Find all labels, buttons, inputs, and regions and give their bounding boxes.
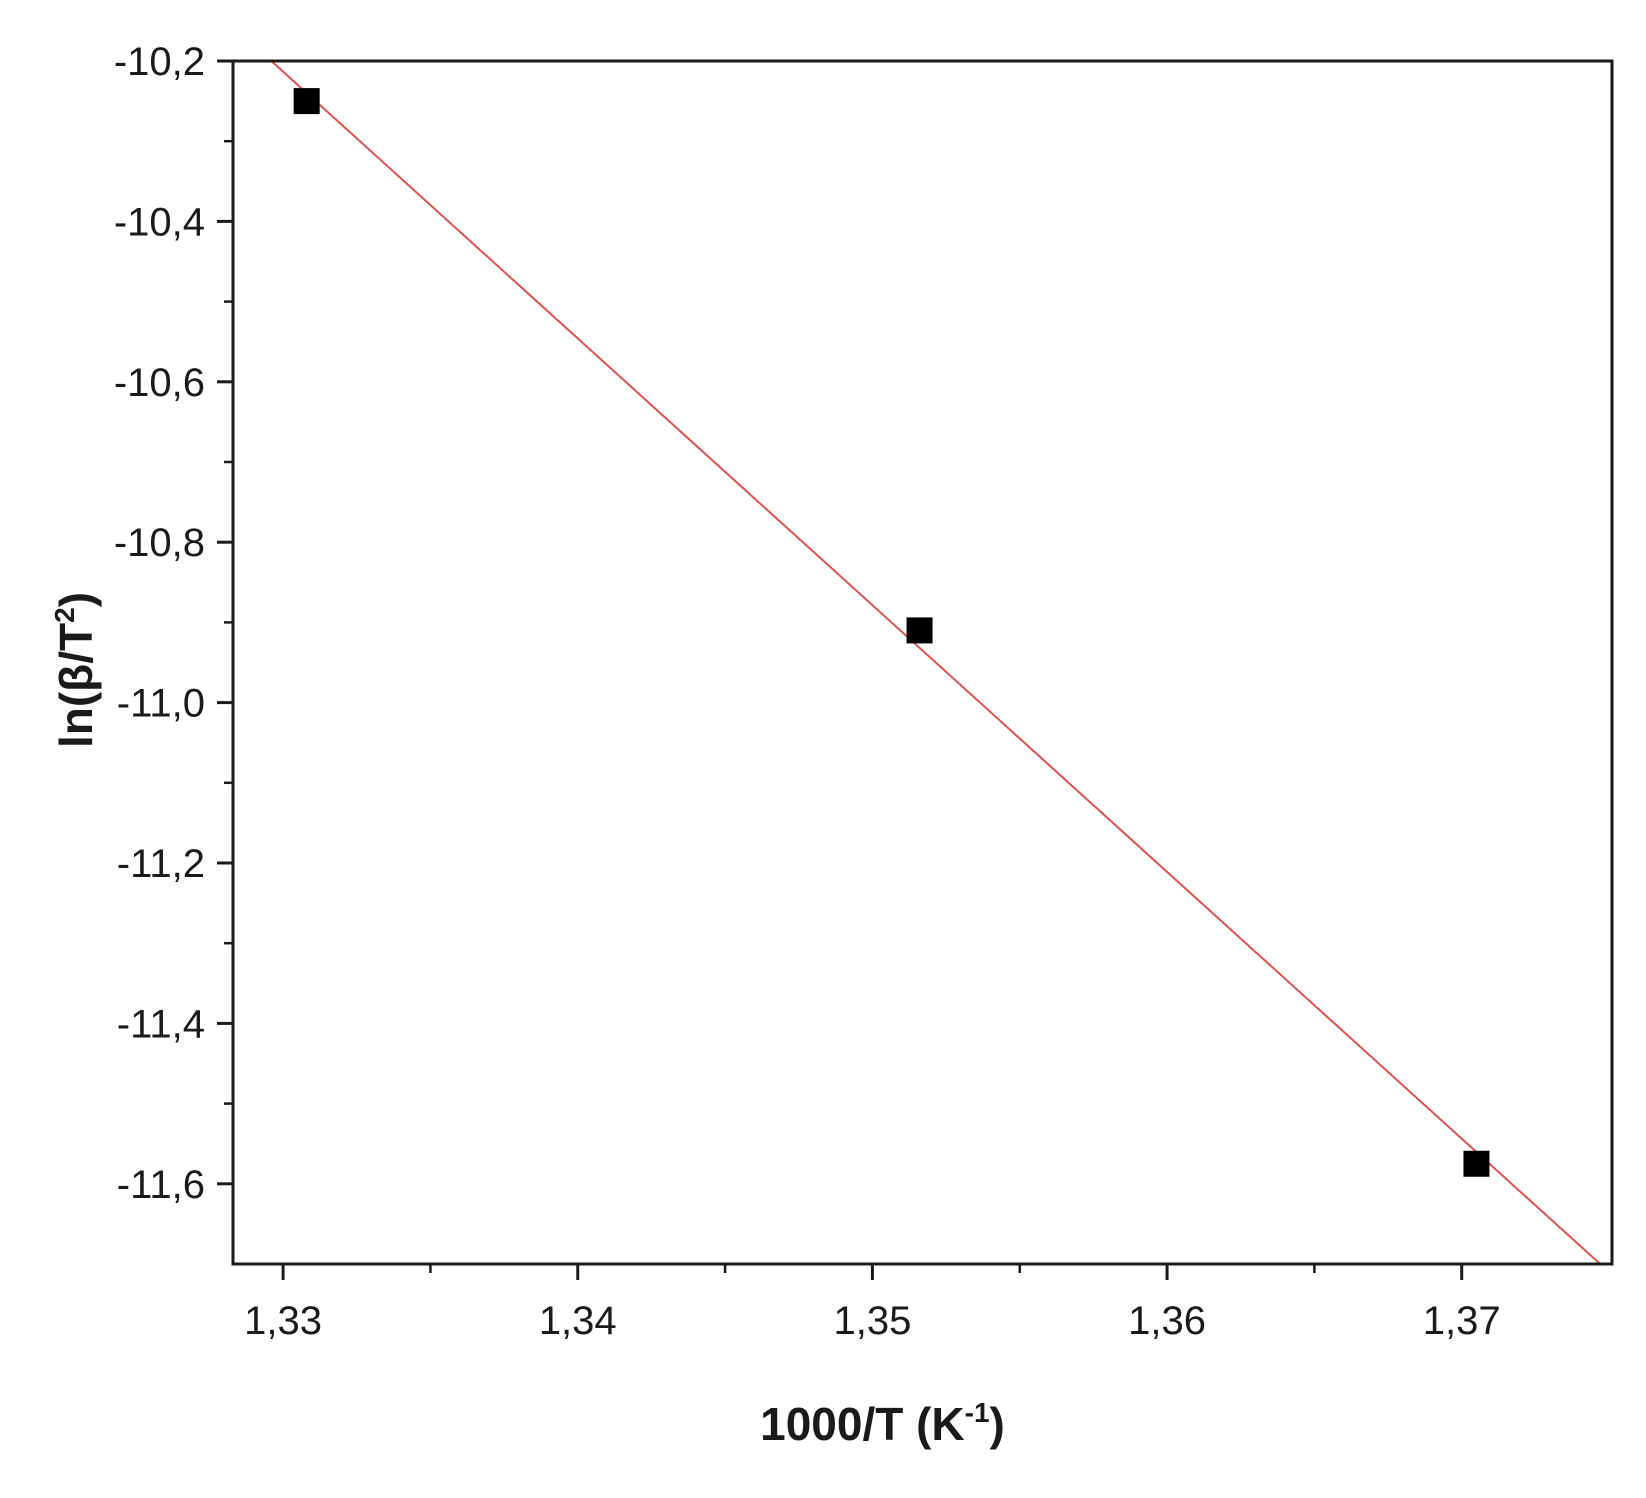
y-axis-title-main: ln(β/T	[50, 623, 102, 748]
fit-line-layer	[270, 60, 1601, 1265]
x-axis-title-close: )	[990, 1398, 1005, 1450]
y-axis-title-superscript: 2	[49, 607, 80, 623]
y-tick-label: -10,8	[114, 521, 205, 565]
y-tick-label: -11,6	[117, 1163, 205, 1207]
x-tick-label: 1,36	[1128, 1299, 1206, 1343]
y-tick-label: -10,2	[114, 40, 205, 84]
x-tick-label: 1,35	[833, 1299, 911, 1343]
x-tick-label: 1,37	[1423, 1299, 1501, 1343]
x-tick-label: 1,34	[539, 1299, 617, 1343]
x-tick-label: 1,33	[244, 1299, 322, 1343]
y-axis-ticks: -10,2 -10,4 -10,6 -10,8 -11,0 -11,2 -11,4 -11,6	[114, 40, 233, 1207]
y-axis-title: ln(β/T2)	[49, 592, 102, 748]
data-point	[906, 617, 933, 644]
x-axis-ticks: 1,33 1,34 1,35 1,36 1,37	[244, 1264, 1501, 1343]
data-points-layer	[293, 88, 1490, 1177]
y-tick-label: -10,6	[114, 361, 205, 405]
y-tick-label: -10,4	[114, 200, 205, 244]
fit-line	[270, 60, 1601, 1265]
y-tick-label: -11,4	[117, 1002, 205, 1046]
y-tick-label: -11,0	[117, 682, 205, 726]
y-tick-label: -11,2	[117, 842, 205, 886]
data-point	[1463, 1150, 1490, 1177]
x-axis-title: 1000/T (K-1)	[760, 1397, 1005, 1450]
data-point	[293, 88, 320, 115]
x-axis-title-superscript: -1	[965, 1397, 990, 1428]
plot-frame	[231, 59, 1614, 1266]
x-axis-title-main: 1000/T (K	[760, 1398, 965, 1450]
y-axis-title-close: )	[50, 592, 102, 607]
